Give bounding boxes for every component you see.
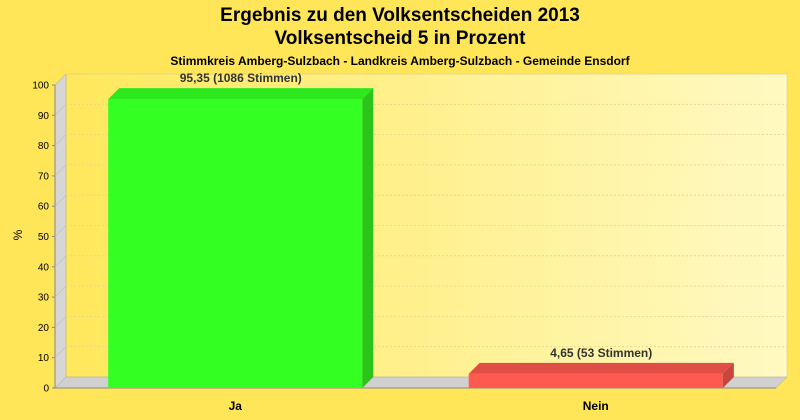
chart-subtitle: Stimmkreis Amberg-Sulzbach - Landkreis A…: [170, 54, 630, 68]
x-tick-label-nein: Nein: [583, 399, 609, 413]
y-tick-label: 60: [38, 202, 50, 213]
gridline-side: [54, 134, 67, 146]
gridline-side: [54, 316, 67, 328]
y-tick-label: 80: [38, 141, 50, 152]
gridline-side: [54, 255, 67, 268]
y-axis-title: %: [11, 229, 25, 240]
data-label-ja: 95,35 (1086 Stimmen): [180, 71, 302, 85]
y-tick-label: 50: [38, 232, 50, 243]
y-tick-label: 30: [38, 293, 50, 304]
bar-side-nein: [722, 362, 734, 388]
gridline-side: [54, 225, 67, 237]
gridline-side: [54, 73, 67, 86]
bar-top-nein: [468, 362, 734, 374]
gridline-side: [54, 164, 67, 177]
bar-ja: [108, 99, 363, 388]
gridline-side: [54, 346, 67, 358]
y-tick-label: 100: [32, 81, 49, 92]
chart-title-2: Volksentscheid 5 in Prozent: [274, 28, 526, 49]
gridline-side: [54, 104, 67, 116]
y-tick-label: 0: [43, 384, 49, 395]
y-tick-label: 10: [38, 353, 50, 364]
x-tick-label-ja: Ja: [229, 399, 243, 413]
gridline-side: [54, 285, 67, 298]
chart-header: Ergebnis zu den Volksentscheiden 2013 Vo…: [0, 0, 800, 68]
gridline-side: [54, 194, 67, 207]
data-label-nein: 4,65 (53 Stimmen): [550, 346, 652, 360]
y-tick-label: 20: [38, 323, 50, 334]
y-tick-label: 90: [38, 111, 50, 122]
bar-top-ja: [108, 88, 374, 100]
y-tick-label: 40: [38, 262, 50, 273]
bar-side-ja: [362, 88, 374, 388]
y-tick-label: 70: [38, 171, 50, 182]
bar-nein: [468, 373, 723, 388]
chart-title: Ergebnis zu den Volksentscheiden 2013: [220, 5, 580, 26]
